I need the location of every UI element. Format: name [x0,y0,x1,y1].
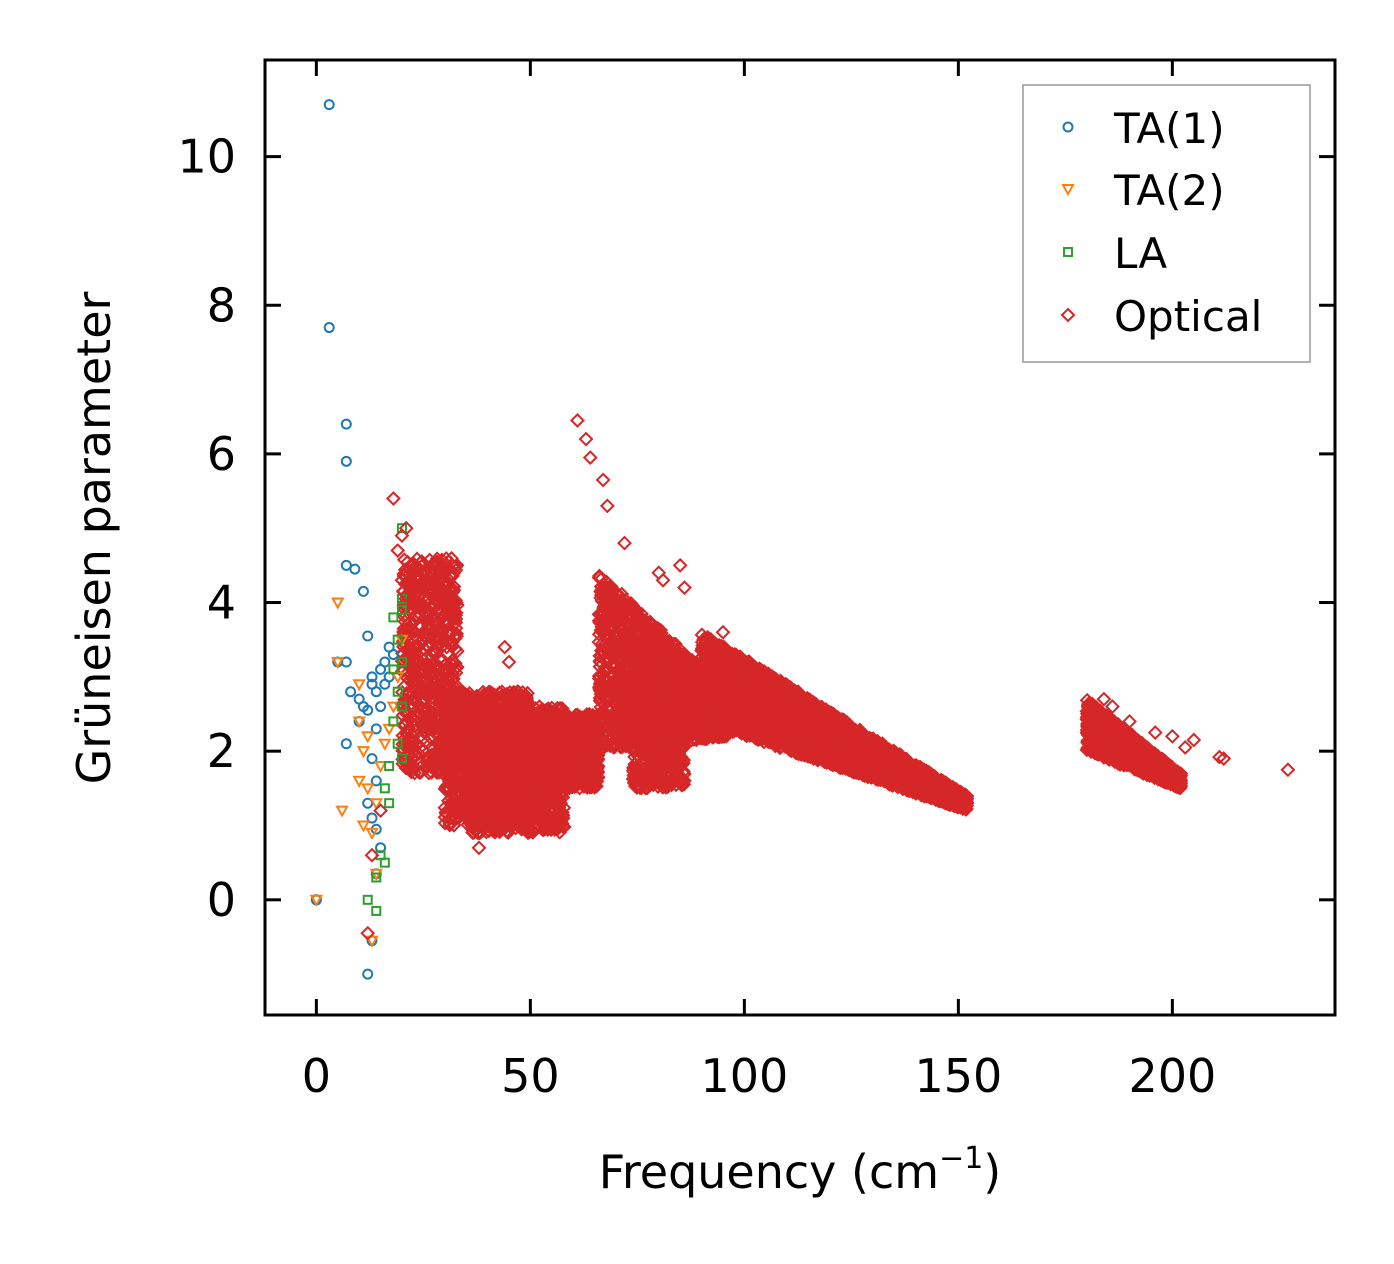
optical-point [416,641,432,657]
optical-point [404,759,420,774]
optical-point [414,601,430,617]
optical-point [405,686,421,702]
optical-point [401,648,416,664]
optical-point [482,689,497,705]
optical-point [401,615,417,631]
optical-point [437,600,453,615]
optical-point [397,562,413,578]
optical-point [396,595,412,611]
optical-point [440,633,456,649]
optical-point [424,557,440,573]
optical-point [416,742,432,758]
optical-point [448,605,464,621]
scatter-points [309,99,1296,980]
optical-point [417,671,433,687]
optical-point [404,739,420,755]
optical-point [458,692,474,707]
optical-point [417,600,433,616]
optical-point [417,574,433,589]
optical-point [429,558,445,574]
optical-point [441,554,457,570]
optical-point [442,811,458,827]
optical-point [447,691,463,707]
optical-point [451,738,467,753]
optical-point [401,721,417,736]
optical-point [415,580,430,595]
optical-point [421,719,437,735]
optical-point [398,702,414,718]
optical-point [410,596,426,611]
optical-point [448,800,464,816]
optical-point [430,689,446,705]
optical-point [440,574,456,590]
optical-point [421,765,437,781]
optical-point [447,697,463,713]
optical-point [422,667,438,683]
optical-point [419,625,435,641]
optical-point [407,624,423,640]
optical-point [402,759,418,775]
optical-point [418,724,434,740]
optical-point [427,676,443,692]
optical-point [449,643,465,659]
optical-point [399,670,415,686]
optical-point [434,604,449,620]
optical-point [421,709,437,725]
optical-point [443,795,459,810]
optical-point [445,759,461,775]
optical-point [421,640,437,656]
optical-point [444,653,460,669]
optical-point [446,582,462,598]
optical-point [420,689,436,705]
optical-point [433,685,449,700]
optical-point [436,632,452,648]
optical-point [439,778,455,794]
optical-point [399,725,414,740]
optical-point [419,650,435,665]
optical-point [415,661,431,677]
optical-point [482,684,498,700]
optical-point [452,721,467,737]
optical-point [430,589,446,605]
optical-point [412,756,428,772]
optical-point [444,750,460,766]
optical-point [419,758,435,774]
optical-point [423,612,438,628]
optical-point [437,728,453,743]
optical-point [438,605,454,621]
optical-point [442,567,458,583]
optical-point [411,600,427,616]
optical-point [432,651,448,667]
optical-point [515,685,531,700]
optical-point [408,718,423,734]
optical-point [420,749,436,765]
optical-point [447,707,463,723]
optical-point [443,776,459,792]
optical-point [432,622,448,638]
optical-point [440,672,456,688]
optical-point [445,592,461,608]
optical-point [456,685,472,701]
optical-point [431,662,447,677]
optical-point [405,661,420,677]
optical-point [404,675,420,691]
optical-point [447,608,462,624]
optical-point [429,557,445,572]
optical-point [441,739,457,755]
optical-point [442,723,458,739]
optical-point [446,579,462,595]
optical-point [404,733,420,749]
